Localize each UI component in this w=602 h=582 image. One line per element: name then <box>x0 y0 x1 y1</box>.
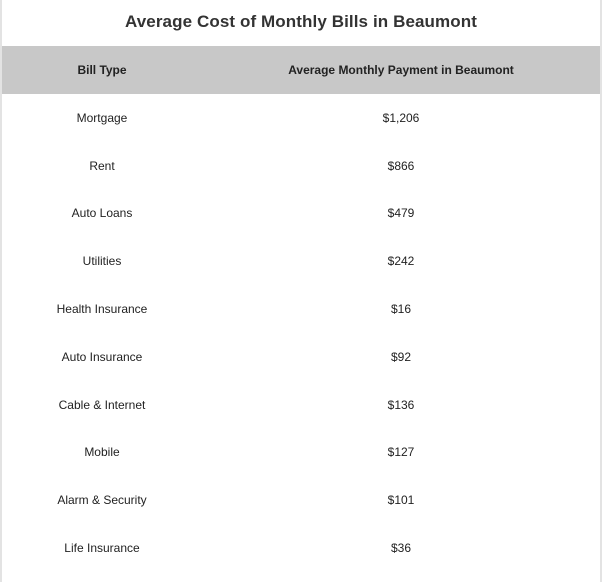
payment-cell: $36 <box>390 541 412 556</box>
table-row: Auto Insurance $92 <box>2 333 600 381</box>
header-average-payment: Average Monthly Payment in Beaumont <box>288 63 514 77</box>
table-row: Cable & Internet $136 <box>2 381 600 429</box>
table-row: Mobile $127 <box>2 429 600 477</box>
header-bill-type: Bill Type <box>77 63 127 77</box>
header-row: Bill Type Average Monthly Payment in Bea… <box>2 46 600 94</box>
bills-table: Bill Type Average Monthly Payment in Bea… <box>2 46 600 572</box>
bill-type-cell: Mortgage <box>76 110 128 125</box>
table-title: Average Cost of Monthly Bills in Beaumon… <box>124 12 477 31</box>
bill-type-cell: Cable & Internet <box>58 397 146 412</box>
bill-type-cell: Rent <box>89 158 115 173</box>
table-row: Mortgage $1,206 <box>2 94 600 142</box>
table-row: Alarm & Security $101 <box>2 476 600 524</box>
payment-cell: $16 <box>390 302 412 317</box>
table-body: Mortgage $1,206 Rent $866 Auto Loans $47… <box>2 94 600 572</box>
payment-cell: $127 <box>387 445 415 460</box>
table-row: Rent $866 <box>2 142 600 190</box>
bill-type-cell: Mobile <box>84 445 120 460</box>
payment-cell: $136 <box>387 397 415 412</box>
table-row: Health Insurance $16 <box>2 285 600 333</box>
bill-type-cell: Utilities <box>82 254 122 269</box>
payment-cell: $866 <box>387 158 415 173</box>
bill-type-cell: Auto Loans <box>71 206 133 221</box>
table-row: Auto Loans $479 <box>2 190 600 238</box>
bill-type-cell: Health Insurance <box>56 302 148 317</box>
table-row: Life Insurance $36 <box>2 524 600 572</box>
payment-cell: $1,206 <box>382 110 420 125</box>
payment-cell: $101 <box>387 493 415 508</box>
payment-cell: $479 <box>387 206 415 221</box>
bill-type-cell: Life Insurance <box>64 541 140 556</box>
table-row: Utilities $242 <box>2 237 600 285</box>
bill-type-cell: Auto Insurance <box>61 349 143 364</box>
payment-cell: $242 <box>387 254 415 269</box>
table-header: Bill Type Average Monthly Payment in Bea… <box>2 46 600 94</box>
bill-type-cell: Alarm & Security <box>57 493 147 508</box>
payment-cell: $92 <box>390 349 412 364</box>
